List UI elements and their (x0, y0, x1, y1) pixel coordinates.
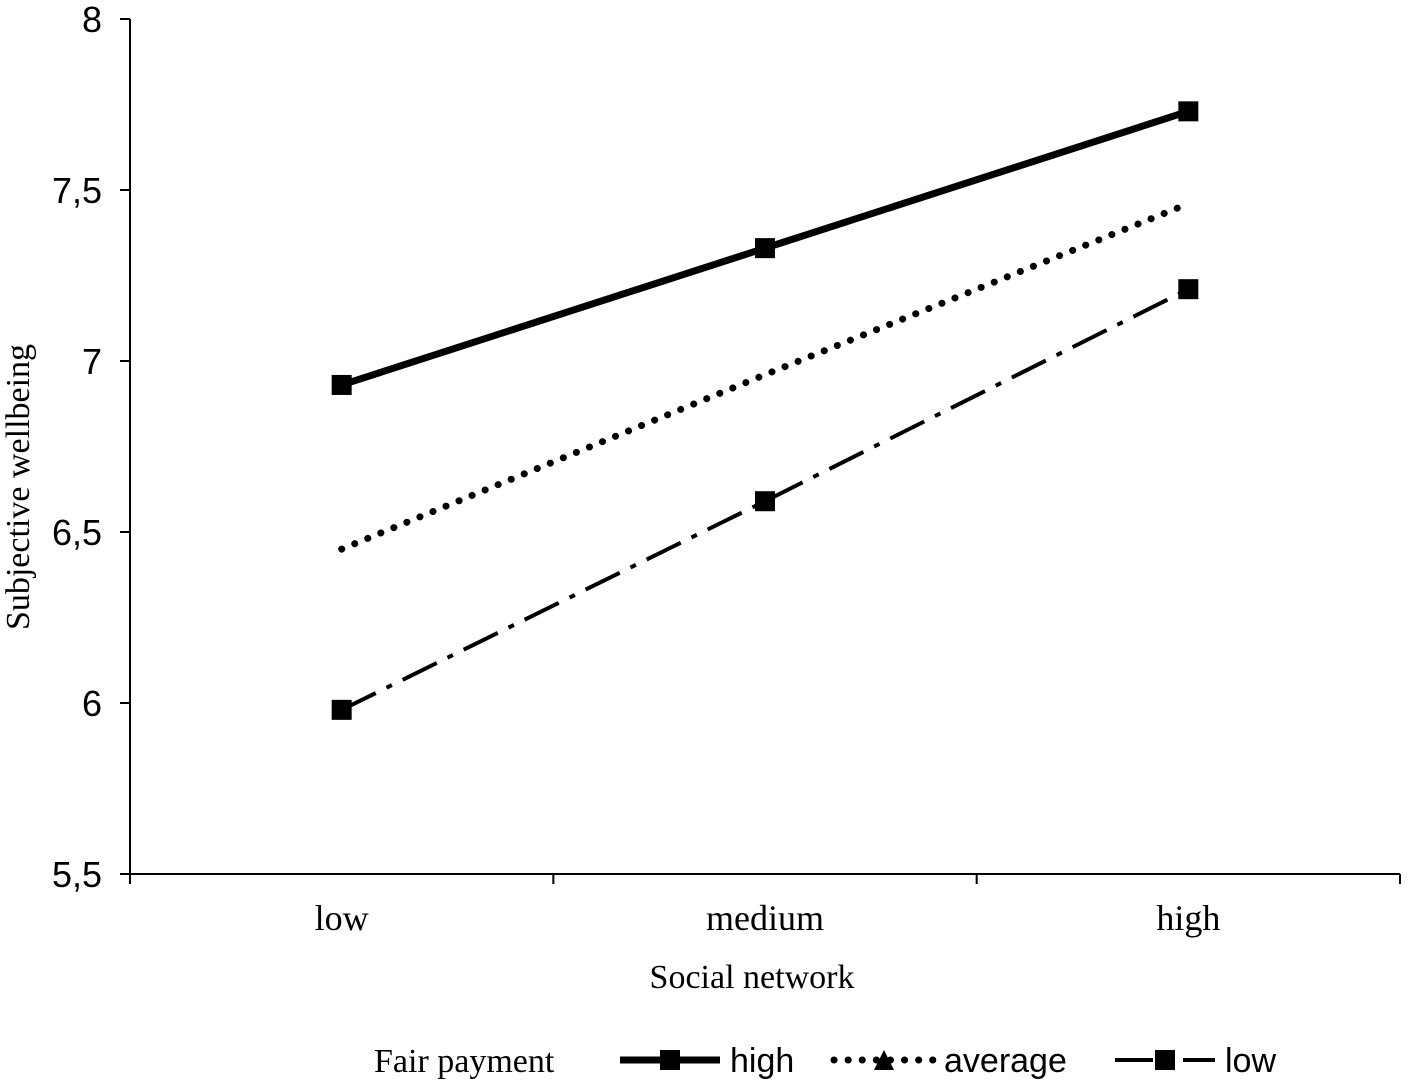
y-axis-label: Subjective wellbeing (0, 344, 37, 630)
data-point (1178, 279, 1199, 300)
series-average (338, 200, 1192, 553)
x-axis-label: Social network (650, 959, 855, 996)
series-layer (331, 101, 1199, 720)
y-tick-label: 7 (82, 341, 102, 382)
data-point (755, 491, 775, 512)
y-tick-label: 6 (82, 683, 102, 724)
x-ticks: low medium high (129, 874, 1401, 938)
legend-entry-low: low (1115, 1042, 1276, 1080)
y-tick-label: 6,5 (52, 512, 102, 553)
series-high (331, 101, 1199, 395)
x-tick-label: medium (706, 898, 824, 938)
legend-label: high (730, 1042, 794, 1080)
legend-entry-average: average (830, 1042, 1067, 1080)
legend-label: average (944, 1042, 1067, 1080)
series-line (338, 200, 1192, 553)
data-point (331, 699, 352, 720)
axes (129, 19, 1400, 875)
series-line (340, 287, 1190, 712)
series-low (331, 279, 1199, 720)
data-point (660, 1050, 680, 1070)
data-point (331, 374, 352, 395)
x-tick-label: high (1156, 898, 1220, 938)
legend-label: low (1225, 1042, 1276, 1080)
legend-entry-high: high (620, 1042, 794, 1080)
y-tick-label: 8 (82, 0, 102, 40)
y-tick-label: 5,5 (52, 854, 102, 895)
y-ticks: 5,5 6 6,5 7 7,5 8 (52, 0, 130, 895)
x-tick-label: low (315, 898, 369, 938)
data-point (1155, 1050, 1175, 1070)
y-tick-label: 7,5 (52, 170, 102, 211)
legend: Fair payment high average low (374, 1042, 1276, 1080)
data-point (874, 1050, 894, 1070)
data-point (755, 238, 775, 259)
data-point (1178, 101, 1199, 122)
legend-title: Fair payment (374, 1043, 555, 1080)
